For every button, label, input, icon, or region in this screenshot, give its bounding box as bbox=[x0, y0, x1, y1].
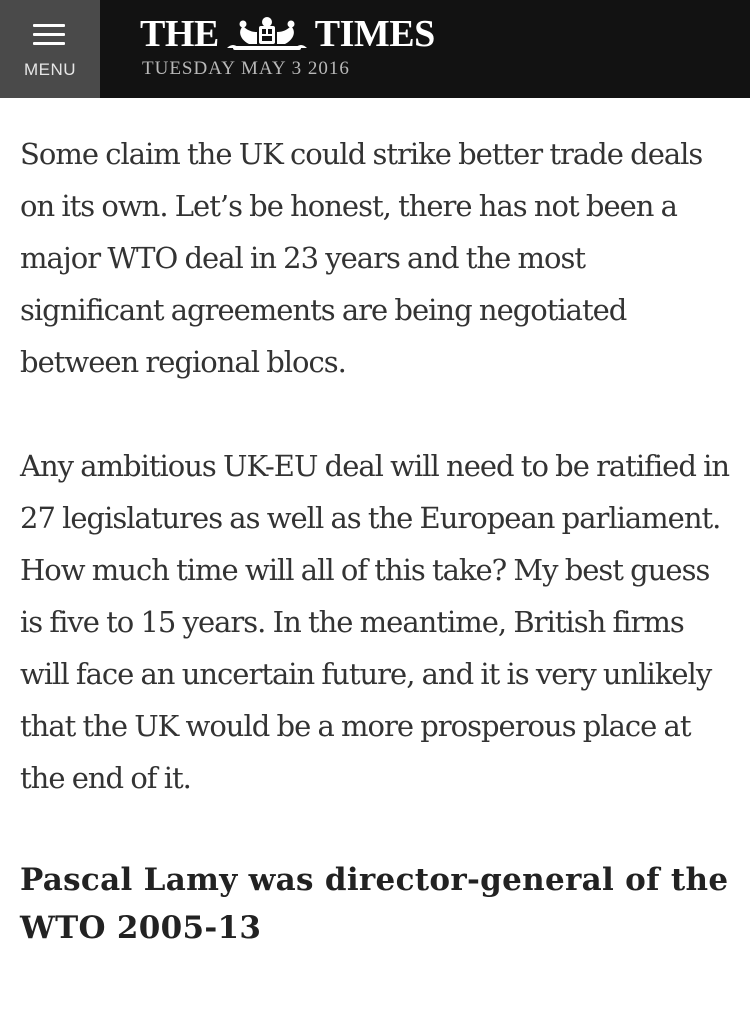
author-byline: Pascal Lamy was director-general of the … bbox=[20, 862, 729, 946]
top-bar: MENU THE TIMES TUESDAY MAY bbox=[0, 0, 750, 98]
article-body: Some claim the UK could strike better tr… bbox=[20, 128, 732, 952]
masthead-the: THE bbox=[140, 13, 219, 55]
masthead-logo[interactable]: THE TIMES bbox=[140, 8, 435, 60]
article-paragraph: Some claim the UK could strike better tr… bbox=[20, 137, 703, 379]
masthead-times: TIMES bbox=[314, 13, 435, 55]
menu-label: MENU bbox=[23, 60, 77, 79]
issue-date: TUESDAY MAY 3 2016 bbox=[142, 58, 350, 79]
article-paragraph: Any ambitious UK-EU deal will need to be… bbox=[20, 449, 730, 795]
royal-crest-logo bbox=[226, 17, 307, 50]
hamburger-icon bbox=[33, 24, 65, 46]
menu-button[interactable]: MENU bbox=[0, 0, 100, 98]
